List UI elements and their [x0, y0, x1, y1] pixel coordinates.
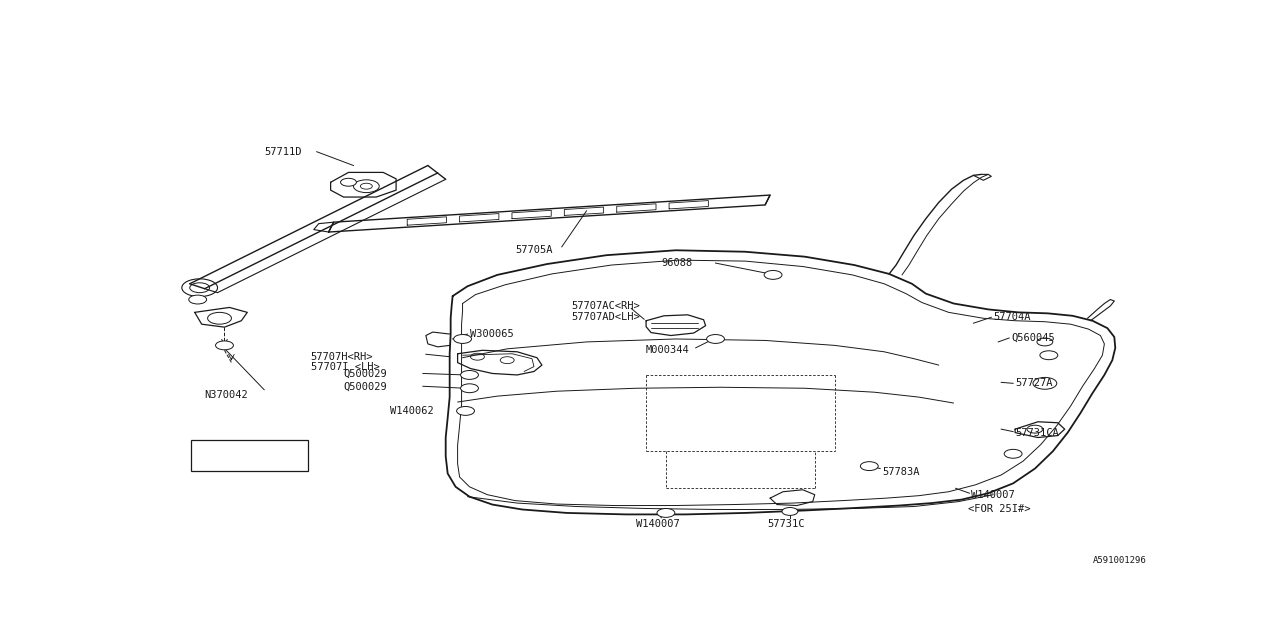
Text: M000344: M000344 [646, 346, 690, 355]
Text: W140007: W140007 [972, 490, 1015, 500]
Text: 57707I <LH>: 57707I <LH> [311, 362, 380, 372]
Text: W140007: W140007 [636, 519, 680, 529]
Circle shape [782, 508, 797, 515]
Text: Q500029: Q500029 [343, 369, 388, 378]
Text: A591001296: A591001296 [1093, 556, 1147, 564]
Circle shape [461, 371, 479, 380]
Circle shape [453, 335, 471, 344]
Text: <FOR 25I#>: <FOR 25I#> [969, 504, 1030, 515]
Circle shape [188, 295, 206, 304]
Text: W140062: W140062 [390, 406, 434, 416]
Text: 57707AD<LH>: 57707AD<LH> [572, 312, 640, 323]
Text: 57707AC<RH>: 57707AC<RH> [572, 301, 640, 311]
Circle shape [1027, 425, 1043, 433]
Text: 57704A: 57704A [993, 312, 1030, 323]
Text: N370042: N370042 [205, 390, 248, 399]
Circle shape [457, 406, 475, 415]
Text: 57731C: 57731C [767, 519, 805, 529]
Circle shape [461, 384, 479, 393]
Text: 57707H<RH>: 57707H<RH> [311, 352, 374, 362]
Text: 57783A: 57783A [882, 467, 919, 477]
Text: Q560045: Q560045 [1011, 333, 1055, 343]
FancyBboxPatch shape [191, 440, 307, 470]
Circle shape [1037, 338, 1053, 346]
Text: FRONT: FRONT [237, 460, 266, 470]
Text: 57731CA: 57731CA [1015, 428, 1059, 438]
Circle shape [1005, 449, 1021, 458]
Text: 96088: 96088 [660, 258, 692, 268]
Text: 57727A: 57727A [1015, 378, 1052, 388]
Circle shape [764, 271, 782, 279]
Circle shape [657, 509, 675, 517]
Circle shape [340, 179, 356, 186]
Text: 57711D: 57711D [264, 147, 302, 157]
Circle shape [215, 341, 233, 350]
Text: 57705A: 57705A [515, 245, 553, 255]
Text: W300065: W300065 [470, 329, 513, 339]
Text: Q500029: Q500029 [343, 381, 388, 391]
Circle shape [707, 335, 724, 344]
Circle shape [860, 461, 878, 470]
